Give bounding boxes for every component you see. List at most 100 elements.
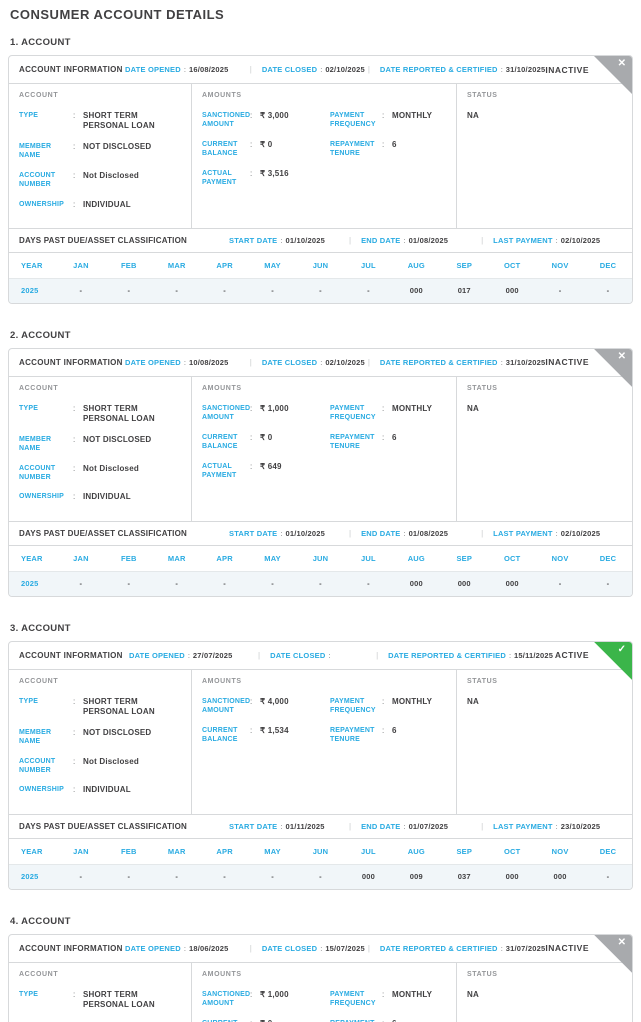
account-column: ACCOUNT TYPE SHORT TERM PERSONAL LOAN MEMB… — [9, 84, 191, 228]
month-header-cell: SEP — [456, 260, 473, 270]
date-opened-field: DATE OPENED10/08/2025 — [125, 358, 240, 367]
field-value: SHORT TERM PERSONAL LOAN — [83, 989, 155, 1010]
amounts-column: AMOUNTS SANCTIONED AMOUNT ₹ 1,000 CURRENT … — [191, 376, 456, 521]
dpd-value-cell: 009 — [409, 872, 423, 882]
month-header-cell: JAN — [73, 846, 89, 856]
dpd-value-cell: - — [319, 286, 322, 296]
dpd-table-row: 2025 - - - - - - 000 009 037 000 000 - — [9, 863, 632, 889]
dpd-value-cell: 037 — [457, 872, 471, 882]
field-label: OWNERSHIP — [19, 786, 64, 794]
field-row: TYPE SHORT TERM PERSONAL LOAN — [19, 111, 185, 132]
amount-fields: SANCTIONED AMOUNT ₹ 1,000 CURRENT BALANCE ₹… — [202, 990, 324, 1022]
month-header-cell: AUG — [407, 553, 425, 563]
dpd-table-row: 2025 - - - - - - - 000 000 000 - - — [9, 570, 632, 596]
dpd-value-cell: - — [79, 872, 83, 882]
last-payment-field: LAST PAYMENT23/10/2025 — [493, 822, 600, 831]
field-label: ACCOUNT NUMBER — [19, 757, 56, 774]
month-header-cell: MAY — [264, 553, 281, 563]
status-badge: ACTIVE — [554, 650, 589, 661]
amounts-column-header: AMOUNTS — [202, 970, 242, 978]
colon-separator — [73, 697, 83, 718]
status-column: STATUS NA — [456, 669, 632, 814]
field-value: SHORT TERM PERSONAL LOAN — [83, 111, 155, 131]
field-row: CURRENT BALANCE ₹ 0 — [202, 433, 324, 452]
month-header-cell: DEC — [599, 260, 617, 270]
month-header-cell: NOV — [551, 260, 569, 270]
status-column-header: STATUS — [467, 970, 498, 978]
field-label: CURRENT BALANCE — [202, 140, 238, 158]
separator — [368, 65, 370, 74]
colon-separator — [382, 111, 392, 130]
year-link[interactable]: 2025 — [21, 579, 39, 589]
field-value: MONTHLY — [392, 403, 433, 413]
colon-separator — [73, 492, 83, 502]
dpd-value-cell: 000 — [505, 579, 519, 589]
dpd-title: DAYS PAST DUE/ASSET CLASSIFICATION — [19, 821, 188, 831]
field-value: ₹ 0 — [260, 1019, 324, 1022]
month-header-cell: JUN — [312, 846, 329, 856]
dpd-table-row: 2025 - - - - - - - 000 017 000 - - — [9, 277, 632, 303]
field-value: Not Disclosed — [83, 170, 139, 180]
account-fields: TYPE SHORT TERM PERSONAL LOAN MEMBER NAME N… — [19, 404, 185, 503]
account-3-dpd-bar: DAYS PAST DUE/ASSET CLASSIFICATION START… — [9, 813, 632, 839]
separator — [368, 358, 370, 367]
field-value: NOT DISCLOSED — [83, 141, 152, 151]
colon-separator — [250, 111, 260, 130]
field-row: PAYMENT FREQUENCY MONTHLY — [330, 111, 450, 130]
dpd-value-cell: - — [127, 286, 131, 296]
date-opened-field: DATE OPENED16/08/2025 — [125, 65, 240, 74]
field-value: ₹ 1,000 — [260, 403, 289, 413]
year-header-cell: YEAR — [21, 846, 43, 856]
separator — [349, 236, 351, 245]
dpd-value-cell: - — [175, 579, 179, 589]
colon-separator — [73, 464, 83, 483]
status-badge: INACTIVE — [545, 357, 589, 368]
year-link[interactable]: 2025 — [21, 286, 39, 296]
field-label: REPAYMENT TENURE — [330, 140, 375, 158]
end-date-field: END DATE01/08/2025 — [361, 529, 471, 538]
colon-separator — [382, 990, 392, 1009]
field-value: INDIVIDUAL — [83, 199, 131, 209]
amounts-column-header: AMOUNTS — [202, 677, 242, 685]
colon-separator — [73, 785, 83, 795]
status-badge: INACTIVE — [545, 64, 589, 75]
field-value: NOT DISCLOSED — [83, 1021, 185, 1022]
month-header-cell: MAY — [264, 260, 281, 270]
field-label: TYPE — [19, 404, 39, 412]
field-label: TYPE — [19, 990, 39, 998]
field-value: 6 — [392, 1019, 450, 1022]
field-label: ACCOUNT NUMBER — [19, 171, 56, 189]
date-reported-field: DATE REPORTED & CERTIFIED31/10/2025 — [380, 358, 545, 367]
year-link[interactable]: 2025 — [21, 872, 39, 882]
account-4-header: ACCOUNT INFORMATION DATE OPENED18/06/202… — [9, 935, 632, 963]
date-reported-field: DATE REPORTED & CERTIFIED31/07/2025 — [380, 944, 545, 953]
field-row: REPAYMENT TENURE 6 — [330, 140, 450, 159]
dpd-value-cell: - — [319, 872, 322, 882]
payment-fields: PAYMENT FREQUENCY MONTHLY REPAYMENT TENURE… — [330, 111, 450, 198]
payment-fields: PAYMENT FREQUENCY MONTHLY REPAYMENT TENURE… — [330, 990, 450, 1022]
field-label: PAYMENT FREQUENCY — [330, 404, 376, 422]
field-label: SANCTIONED AMOUNT — [202, 990, 251, 1008]
dpd-value-cell: - — [367, 286, 370, 296]
dpd-value-cell: - — [606, 872, 610, 882]
status-value: NA — [467, 696, 479, 706]
field-row: MEMBER NAME NOT DISCLOSED — [19, 728, 185, 747]
month-header-cell: DEC — [599, 846, 617, 856]
month-header-cell: APR — [216, 553, 233, 563]
date-opened-field: DATE OPENED27/07/2025 — [129, 651, 248, 660]
year-header-cell: YEAR — [21, 260, 43, 270]
account-information-label: ACCOUNT INFORMATION — [19, 357, 123, 367]
field-row: OWNERSHIP INDIVIDUAL — [19, 200, 185, 210]
month-header-cell: APR — [216, 260, 233, 270]
dpd-value-cell: 000 — [505, 872, 519, 882]
field-row: CURRENT BALANCE ₹ 1,534 — [202, 726, 324, 745]
field-row: REPAYMENT TENURE 6 — [330, 726, 450, 745]
account-column-header: ACCOUNT — [19, 92, 59, 99]
separator — [349, 529, 351, 538]
dpd-value-cell: 017 — [457, 286, 471, 296]
field-value: ₹ 0 — [260, 139, 273, 149]
date-closed-field: DATE CLOSED02/10/2025 — [262, 358, 365, 367]
dpd-value-cell: 000 — [361, 872, 375, 882]
dpd-value-cell: - — [223, 286, 226, 296]
field-label: MEMBER NAME — [19, 728, 52, 746]
